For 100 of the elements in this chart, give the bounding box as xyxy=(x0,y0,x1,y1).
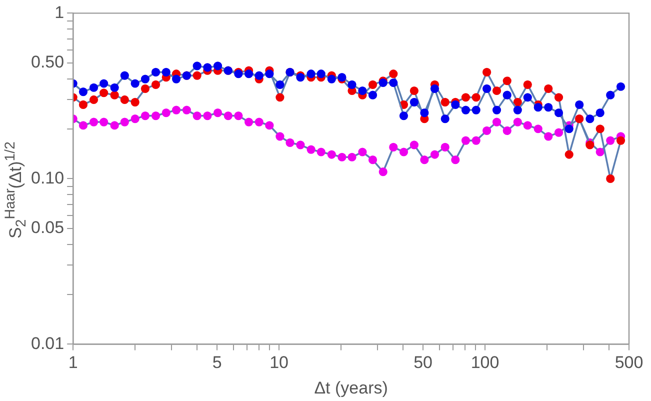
point xyxy=(306,145,316,154)
point xyxy=(513,118,522,126)
point xyxy=(100,88,108,98)
x-axis-title: Δt (years) xyxy=(314,378,388,398)
point xyxy=(316,70,326,78)
point xyxy=(276,93,284,102)
point xyxy=(554,93,564,102)
point xyxy=(276,132,284,141)
point xyxy=(296,140,305,150)
point xyxy=(120,118,129,126)
point xyxy=(327,74,336,84)
y-tick-label: 0.01 xyxy=(30,334,64,353)
point xyxy=(151,80,160,89)
point xyxy=(534,124,542,134)
x-tick-label: 10 xyxy=(270,353,289,372)
y-tick-label: 1 xyxy=(54,2,64,22)
point xyxy=(482,126,492,135)
point xyxy=(338,152,346,162)
point xyxy=(440,98,450,106)
point xyxy=(140,84,150,93)
point xyxy=(254,71,264,80)
point xyxy=(399,111,408,120)
point xyxy=(492,106,502,114)
point xyxy=(276,80,284,89)
x-tick-label: 5 xyxy=(212,353,222,372)
point xyxy=(182,106,191,114)
point xyxy=(440,114,450,124)
point xyxy=(410,140,418,150)
point xyxy=(502,76,512,86)
point xyxy=(564,150,574,159)
point xyxy=(110,83,119,92)
point xyxy=(482,84,492,93)
point xyxy=(389,142,398,152)
point xyxy=(461,136,470,145)
point xyxy=(234,111,243,120)
point xyxy=(348,152,356,162)
point xyxy=(78,100,88,109)
point xyxy=(151,111,160,120)
point xyxy=(192,71,202,80)
point xyxy=(140,74,150,84)
point xyxy=(224,111,232,120)
point xyxy=(596,108,604,118)
point xyxy=(389,78,398,88)
point xyxy=(440,142,450,152)
point xyxy=(564,124,574,134)
point xyxy=(110,121,119,130)
point xyxy=(213,108,222,118)
point xyxy=(523,93,532,102)
point xyxy=(358,86,367,96)
point xyxy=(192,62,202,70)
point xyxy=(378,168,388,176)
point xyxy=(596,148,604,156)
point xyxy=(192,111,202,120)
point xyxy=(368,90,378,100)
point xyxy=(89,95,98,104)
point xyxy=(78,121,88,130)
point xyxy=(482,68,492,77)
x-tick-label: 500 xyxy=(614,353,644,372)
point xyxy=(461,93,470,102)
point xyxy=(100,79,108,88)
point xyxy=(110,90,119,100)
point xyxy=(172,106,181,114)
point xyxy=(554,128,564,137)
point xyxy=(120,71,129,80)
point xyxy=(544,132,553,141)
point xyxy=(140,111,150,120)
point xyxy=(502,90,512,100)
point xyxy=(451,156,460,164)
x-tick-label: 1 xyxy=(68,353,78,372)
point xyxy=(151,68,160,77)
point xyxy=(606,174,615,183)
point xyxy=(244,118,254,126)
point xyxy=(451,100,460,109)
point xyxy=(420,156,429,164)
point xyxy=(534,103,542,112)
point xyxy=(492,118,502,126)
point xyxy=(254,118,264,126)
point xyxy=(492,86,502,96)
point xyxy=(78,88,88,96)
point xyxy=(596,124,604,134)
point xyxy=(89,118,98,126)
point xyxy=(368,156,378,164)
point xyxy=(606,136,615,145)
point xyxy=(316,148,326,156)
point xyxy=(544,84,553,93)
point xyxy=(327,150,336,159)
x-tick-label: 100 xyxy=(470,353,500,372)
point xyxy=(544,103,553,112)
point xyxy=(523,121,532,130)
point xyxy=(120,95,129,104)
point xyxy=(523,80,532,89)
point xyxy=(348,80,356,89)
point xyxy=(430,150,440,159)
point xyxy=(410,98,418,106)
point xyxy=(358,148,367,156)
point xyxy=(606,90,615,100)
point xyxy=(244,70,254,78)
point xyxy=(616,82,626,91)
point xyxy=(586,140,594,150)
point xyxy=(472,106,480,114)
